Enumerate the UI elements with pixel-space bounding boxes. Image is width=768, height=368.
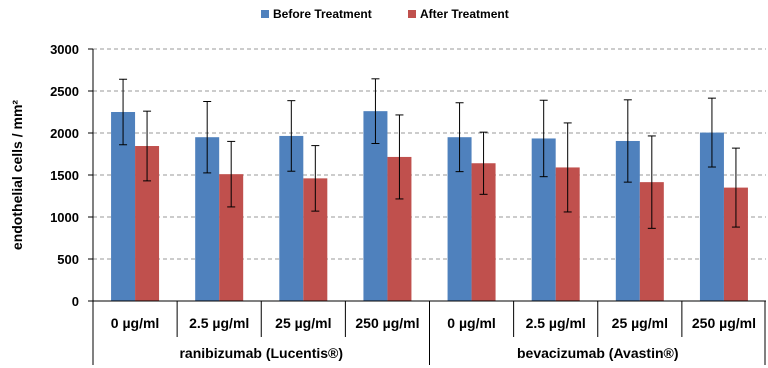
- y-tick-label: 3000: [50, 42, 79, 57]
- y-axis-label: endothelial cells / mm²: [9, 100, 25, 250]
- gridlines: [93, 48, 766, 260]
- legend: Before Treatment After Treatment: [261, 7, 509, 21]
- category-label: 2.5 µg/ml: [526, 315, 586, 331]
- y-tick-label: 500: [57, 252, 79, 267]
- y-tick-label: 1000: [50, 210, 79, 225]
- category-label: 250 µg/ml: [692, 315, 756, 331]
- category-label: 25 µg/ml: [612, 315, 668, 331]
- legend-swatch-before-treatment: [261, 10, 269, 18]
- legend-label-after-treatment: After Treatment: [420, 7, 509, 21]
- category-label: 250 µg/ml: [355, 315, 419, 331]
- bars: [111, 111, 748, 301]
- category-labels: 0 µg/ml 2.5 µg/ml 25 µg/ml 250 µg/ml 0 µg/ml…: [111, 315, 756, 331]
- legend-label-before-treatment: Before Treatment: [273, 7, 372, 21]
- category-label: 0 µg/ml: [447, 315, 496, 331]
- y-tick-label: 2000: [50, 126, 79, 141]
- category-label: 0 µg/ml: [111, 315, 160, 331]
- group-labels: ranibizumab (Lucentis®) bevacizumab (Avas…: [179, 345, 678, 361]
- category-label: 25 µg/ml: [275, 315, 331, 331]
- legend-swatch-after-treatment: [408, 10, 416, 18]
- group-label: bevacizumab (Avastin®): [517, 345, 679, 361]
- y-axis-ticks: 0 500 1000 1500 2000 2500 3000: [50, 42, 93, 309]
- y-tick-label: 1500: [50, 168, 79, 183]
- y-tick-label: 0: [72, 294, 79, 309]
- error-bars: [119, 78, 740, 229]
- y-tick-label: 2500: [50, 84, 79, 99]
- group-label: ranibizumab (Lucentis®): [179, 345, 343, 361]
- category-label: 2.5 µg/ml: [189, 315, 249, 331]
- axes: [92, 49, 766, 365]
